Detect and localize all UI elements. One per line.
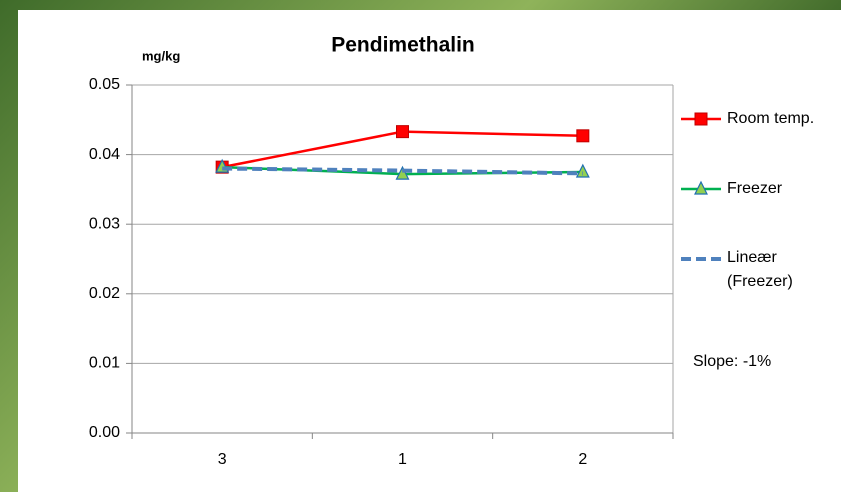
trendline [222,166,583,176]
marker [576,129,590,143]
y-tick-label: 0.00 [89,424,120,441]
marker [694,112,708,126]
chart-title: Pendimethalin [331,34,475,57]
y-tick-label: 0.02 [89,285,120,302]
y-axis-unit: mg/kg [142,48,180,63]
annotation: Slope: -1% [693,353,771,370]
y-tick-label: 0.05 [89,76,120,93]
x-tick-label: 1 [398,451,407,468]
x-tick-label: 2 [578,451,587,468]
x-tick-label: 3 [218,451,227,468]
marker [395,165,410,180]
legend-label: Lineær (Freezer) [727,249,793,290]
y-tick-label: 0.01 [89,355,120,372]
marker [575,163,590,178]
y-tick-label: 0.03 [89,215,120,232]
chart-panel [18,10,841,492]
y-tick-label: 0.04 [89,146,120,163]
marker [694,180,708,195]
legend-label: Room temp. [727,110,814,127]
marker [396,125,409,139]
legend-label: Freezer [727,180,783,197]
